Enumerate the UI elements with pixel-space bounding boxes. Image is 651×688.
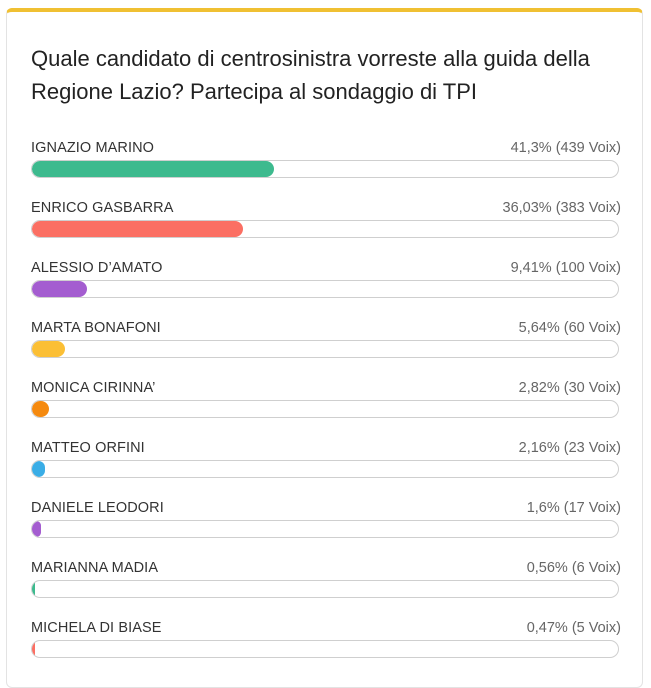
result-bar-track xyxy=(31,580,619,598)
result-bar-track xyxy=(31,640,619,658)
result-bar-fill xyxy=(32,341,66,357)
poll-option: ENRICO GASBARRA 36,03% (383 Voix) xyxy=(31,200,621,250)
result-bar-track xyxy=(31,460,619,478)
result-bar-fill xyxy=(32,401,49,417)
option-name: MARTA BONAFONI xyxy=(31,320,161,336)
result-bar-fill xyxy=(32,641,35,657)
option-result: 0,47% (5 Voix) xyxy=(526,620,621,636)
poll-option: ALESSIO D’AMATO 9,41% (100 Voix) xyxy=(31,260,621,310)
result-bar-track xyxy=(31,340,619,358)
option-result: 2,82% (30 Voix) xyxy=(518,380,621,396)
poll-card: Quale candidato di centrosinistra vorres… xyxy=(6,8,643,688)
option-name: DANIELE LEODORI xyxy=(31,500,164,516)
poll-option: IGNAZIO MARINO 41,3% (439 Voix) xyxy=(31,140,621,190)
option-result: 36,03% (383 Voix) xyxy=(502,200,622,216)
result-bar-fill xyxy=(32,521,42,537)
result-bar-track xyxy=(31,160,619,178)
option-result: 0,56% (6 Voix) xyxy=(526,560,621,576)
poll-option: MONICA CIRINNA’ 2,82% (30 Voix) xyxy=(31,380,621,430)
poll-option: MATTEO ORFINI 2,16% (23 Voix) xyxy=(31,440,621,490)
poll-option: MICHELA DI BIASE 0,47% (5 Voix) xyxy=(31,620,621,670)
result-bar-fill xyxy=(32,221,244,237)
poll-option: DANIELE LEODORI 1,6% (17 Voix) xyxy=(31,500,621,550)
result-bar-track xyxy=(31,520,619,538)
result-bar-fill xyxy=(32,581,36,597)
result-bar-fill xyxy=(32,461,45,477)
poll-option: MARTA BONAFONI 5,64% (60 Voix) xyxy=(31,320,621,370)
option-name: ALESSIO D’AMATO xyxy=(31,260,163,276)
result-bar-track xyxy=(31,280,619,298)
poll-option: MARIANNA MADIA 0,56% (6 Voix) xyxy=(31,560,621,610)
option-name: ENRICO GASBARRA xyxy=(31,200,174,216)
result-bar-track xyxy=(31,220,619,238)
result-bar-track xyxy=(31,400,619,418)
option-result: 2,16% (23 Voix) xyxy=(518,440,621,456)
option-name: IGNAZIO MARINO xyxy=(31,140,155,156)
option-name: MONICA CIRINNA’ xyxy=(31,380,156,396)
result-bar-fill xyxy=(32,281,88,297)
option-result: 5,64% (60 Voix) xyxy=(518,320,621,336)
poll-title: Quale candidato di centrosinistra vorres… xyxy=(31,46,590,104)
result-bar-fill xyxy=(32,161,275,177)
option-name: MATTEO ORFINI xyxy=(31,440,145,456)
option-name: MICHELA DI BIASE xyxy=(31,620,162,636)
option-result: 1,6% (17 Voix) xyxy=(526,500,621,516)
option-name: MARIANNA MADIA xyxy=(31,560,159,576)
option-result: 41,3% (439 Voix) xyxy=(510,140,621,156)
option-result: 9,41% (100 Voix) xyxy=(510,260,621,276)
